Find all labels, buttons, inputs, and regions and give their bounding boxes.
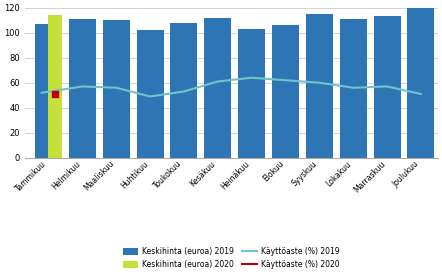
- Bar: [103, 20, 130, 158]
- Bar: [272, 25, 299, 158]
- Bar: [373, 16, 400, 158]
- Bar: [170, 23, 198, 158]
- Bar: [35, 24, 49, 158]
- Bar: [339, 19, 367, 158]
- Bar: [408, 8, 434, 158]
- Bar: [69, 19, 96, 158]
- Bar: [49, 15, 62, 158]
- Bar: [306, 14, 333, 158]
- Bar: [137, 30, 164, 158]
- Legend: Keskihinta (euroa) 2019, Keskihinta (euroa) 2020, Käyttöaste (%) 2019, Käyttöast: Keskihinta (euroa) 2019, Keskihinta (eur…: [120, 244, 343, 272]
- Bar: [204, 18, 231, 158]
- Bar: [238, 29, 265, 158]
